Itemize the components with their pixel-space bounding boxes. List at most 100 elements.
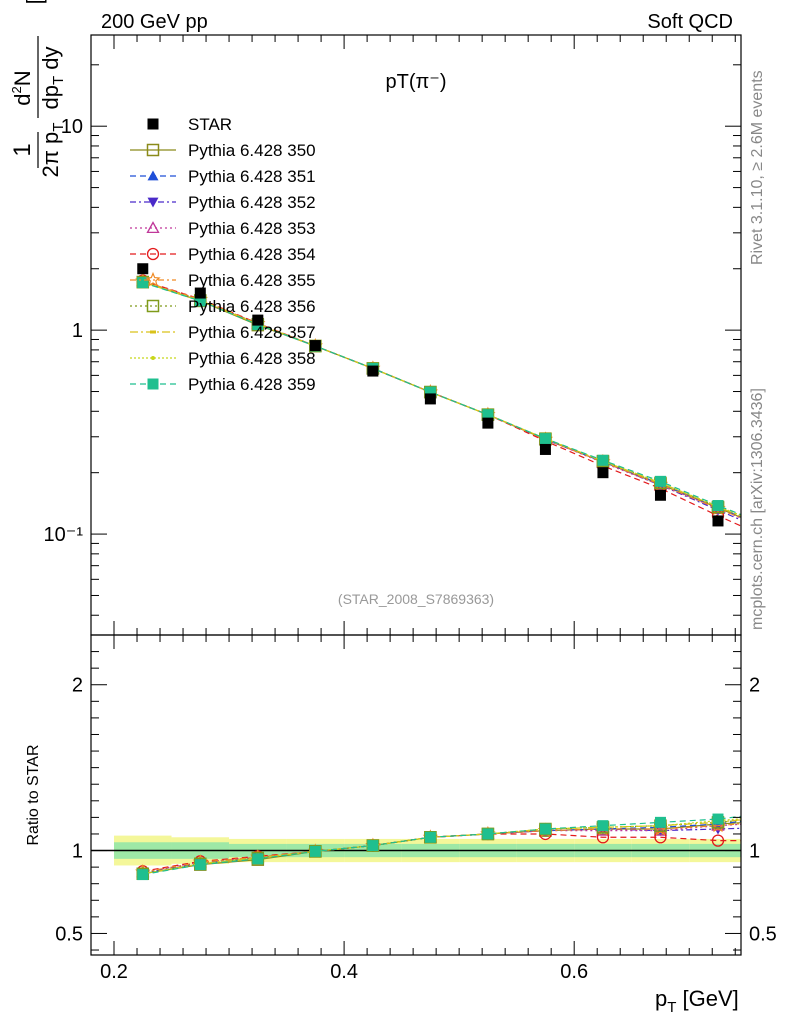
ratio-series-point — [769, 814, 781, 826]
series-point — [424, 386, 436, 398]
legend-marker — [145, 271, 161, 287]
series-line — [142, 279, 741, 527]
ratio-series-point — [773, 814, 779, 817]
ratio-series-point — [539, 823, 551, 835]
data-point — [137, 263, 149, 275]
data-point — [194, 287, 206, 299]
ratio-series-point — [367, 840, 379, 852]
data-point — [770, 541, 781, 552]
y-tick-label: 1 — [72, 320, 83, 342]
ratio-tick-label: 2 — [749, 675, 760, 697]
legend-label: Pythia 6.428 354 — [188, 245, 316, 264]
chart-title: pT(π⁻) — [385, 71, 446, 93]
ratio-tick-label: 1 — [72, 841, 83, 863]
legend-marker — [150, 330, 156, 334]
series-point — [770, 523, 781, 534]
ratio-tick-label: 1 — [749, 841, 760, 863]
data-point — [539, 443, 551, 455]
legend-marker — [146, 221, 160, 234]
legend-label: Pythia 6.428 351 — [188, 167, 316, 186]
header-right: Soft QCD — [647, 11, 733, 33]
rivet-version-label: Rivet 3.1.10, ≥ 2.6M events — [749, 70, 766, 265]
analysis-watermark: (STAR_2008_S7869363) — [338, 591, 494, 607]
legend-label: Pythia 6.428 359 — [188, 375, 316, 394]
mcplots-source-label: mcplots.cern.ch [arXiv:1306.3436] — [749, 388, 766, 630]
ratio-series-point — [770, 812, 781, 823]
series-point — [539, 433, 551, 445]
ratio-series-point — [770, 823, 781, 833]
svg-text:pT [GeV]: pT [GeV] — [655, 986, 739, 1016]
ratio-series-point — [770, 815, 781, 826]
svg-text:d2N: d2N — [9, 70, 35, 105]
ratio-panel-frame — [90, 634, 742, 956]
y-tick-label: 10⁻¹ — [44, 524, 84, 546]
x-tick-label: 0.6 — [560, 961, 588, 983]
legend-marker — [151, 356, 155, 360]
series-point — [137, 277, 149, 289]
header-left: 200 GeV pp — [101, 11, 208, 33]
legend-label: Pythia 6.428 353 — [188, 219, 316, 238]
ratio-series-point — [424, 831, 436, 843]
series-point — [770, 525, 781, 535]
legend-marker — [147, 378, 159, 390]
legend-marker — [147, 118, 159, 130]
series-point — [769, 525, 781, 537]
series-point — [482, 409, 494, 421]
ratio-series-point — [309, 845, 321, 857]
legend-marker — [146, 299, 160, 313]
ratio-y-axis-label: Ratio to STAR — [25, 744, 42, 845]
series-point — [654, 475, 666, 487]
ratio-tick-label: 0.5 — [55, 923, 83, 945]
legend-label: STAR — [188, 115, 232, 134]
main-panel-series — [135, 263, 781, 552]
legend-marker — [147, 170, 159, 181]
ratio-tick-label: 0.5 — [749, 923, 777, 945]
legend-marker — [146, 143, 160, 157]
series-point — [773, 528, 779, 531]
ratio-series-point — [770, 835, 781, 846]
x-axis-label: pT [GeV] — [655, 986, 739, 1016]
ratio-series-point — [597, 820, 609, 832]
ratio-series-point — [194, 859, 206, 871]
x-tick-label: 0.4 — [330, 961, 358, 983]
legend-label: Pythia 6.428 355 — [188, 271, 316, 290]
ratio-panel-series — [135, 807, 781, 881]
data-point — [424, 393, 436, 405]
legend-label: Pythia 6.428 352 — [188, 193, 316, 212]
ratio-series-point — [711, 834, 725, 847]
ratio-series-point — [711, 818, 725, 831]
main-y-axis-label: 1 2π pT d2N dpT dy [GeV-2] — [9, 0, 67, 177]
data-point — [712, 515, 724, 527]
data-point — [367, 365, 379, 377]
svg-text:[GeV-2]: [GeV-2] — [20, 0, 47, 4]
series-point — [770, 530, 781, 540]
legend-label: Pythia 6.428 350 — [188, 141, 316, 160]
x-tick-label: 0.2 — [100, 961, 128, 983]
series-point — [194, 295, 206, 307]
data-point — [482, 417, 494, 429]
series-line — [142, 280, 741, 519]
legend-label: Pythia 6.428 356 — [188, 297, 316, 316]
ratio-series-point — [482, 828, 494, 840]
ratio-series-point — [252, 853, 264, 865]
legend: STAR Pythia 6.428 350 Pythia 6.428 351 Pyth… — [130, 115, 316, 394]
series-line — [142, 281, 741, 521]
series-point — [770, 527, 781, 537]
ratio-series-point — [770, 807, 781, 818]
series-point — [770, 526, 781, 537]
legend-label: Pythia 6.428 358 — [188, 349, 316, 368]
ratio-series-line — [142, 823, 741, 873]
legend-marker — [146, 247, 160, 261]
data-point — [252, 314, 264, 326]
ratio-series-point — [770, 817, 781, 827]
ratio-series-point — [654, 816, 666, 828]
series-point — [770, 536, 781, 547]
data-point — [654, 489, 666, 501]
series-point — [774, 528, 778, 532]
ratio-series-point — [770, 812, 781, 822]
ratio-series-point — [137, 869, 149, 881]
ratio-series-line — [142, 819, 741, 875]
series-point — [770, 525, 781, 536]
